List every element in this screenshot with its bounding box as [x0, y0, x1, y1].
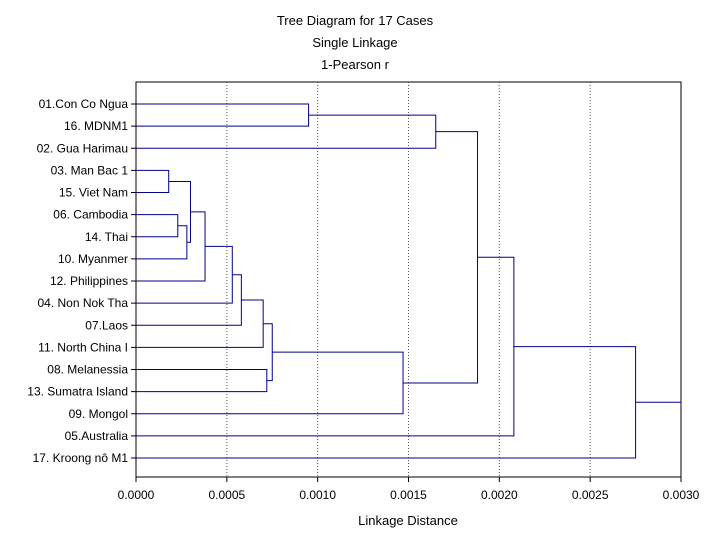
x-tick-label: 0.0030	[663, 488, 700, 502]
dendrogram-branch	[136, 169, 170, 193]
dendrogram-branch	[136, 299, 264, 348]
leaf-label: 02. Gua Harimau	[37, 141, 128, 155]
leaf-label: 09. Mongol	[69, 407, 128, 421]
dendrogram-branch	[136, 225, 188, 260]
x-tick-label: 0.0020	[481, 488, 518, 502]
x-axis-title: Linkage Distance	[358, 513, 458, 528]
chart-title-line-1: Tree Diagram for 17 Cases	[277, 13, 434, 28]
leaf-label: 12. Philippines	[50, 274, 128, 288]
dendrogram-branch	[136, 211, 206, 282]
chart-title-line-2: Single Linkage	[312, 35, 397, 50]
leaf-label: 14. Thai	[85, 230, 128, 244]
chart-title-line-3: 1-Pearson r	[321, 57, 390, 72]
leaf-label: 15. Viet Nam	[59, 186, 128, 200]
leaf-labels: 01.Con Co Ngua 16. MDNM1 02. Gua Harimau 03…	[27, 97, 128, 465]
leaf-label: 01.Con Co Ngua	[39, 97, 129, 111]
x-tick-label: 0.0005	[208, 488, 245, 502]
leaf-ticks	[131, 103, 136, 459]
dendrogram-branch	[136, 369, 268, 393]
leaf-label: 07.Laos	[85, 318, 128, 332]
dendrogram-branch	[136, 346, 637, 459]
leaf-label: 17. Kroong nô M1	[33, 451, 129, 465]
grid-lines	[226, 82, 591, 477]
dendrogram-branch	[136, 351, 404, 415]
leaf-label: 04. Non Nok Tha	[38, 296, 129, 310]
dendrogram-branch	[136, 274, 242, 326]
dendrogram-branch	[136, 214, 179, 238]
plot-frame	[135, 81, 682, 478]
x-tick-label: 0.0025	[572, 488, 609, 502]
leaf-label: 05.Australia	[65, 429, 129, 443]
leaf-label: 08. Melanessia	[47, 363, 128, 377]
x-tick-label: 0.0015	[390, 488, 427, 502]
dendrogram-branch	[136, 245, 233, 304]
dendrogram-branch	[403, 131, 479, 384]
x-tick-label: 0.0010	[299, 488, 336, 502]
leaf-label: 13. Sumatra Island	[27, 385, 128, 399]
x-tick-label: 0.0000	[118, 488, 155, 502]
x-axis-ticks: 0.0000 0.0005 0.0010 0.0015 0.0020 0.0025 0.00…	[118, 477, 700, 502]
dendrogram-branches	[136, 103, 681, 459]
leaf-label: 10. Myanmer	[58, 252, 128, 266]
leaf-label: 11. North China I	[38, 340, 128, 354]
leaf-label: 16. MDNM1	[64, 119, 128, 133]
dendrogram-branch	[136, 103, 310, 127]
leaf-label: 03. Man Bac 1	[51, 163, 129, 177]
leaf-label: 06. Cambodia	[53, 208, 128, 222]
dendrogram-branch	[136, 256, 515, 437]
dendrogram-branch	[263, 323, 273, 382]
dendrogram-branch	[136, 114, 437, 149]
